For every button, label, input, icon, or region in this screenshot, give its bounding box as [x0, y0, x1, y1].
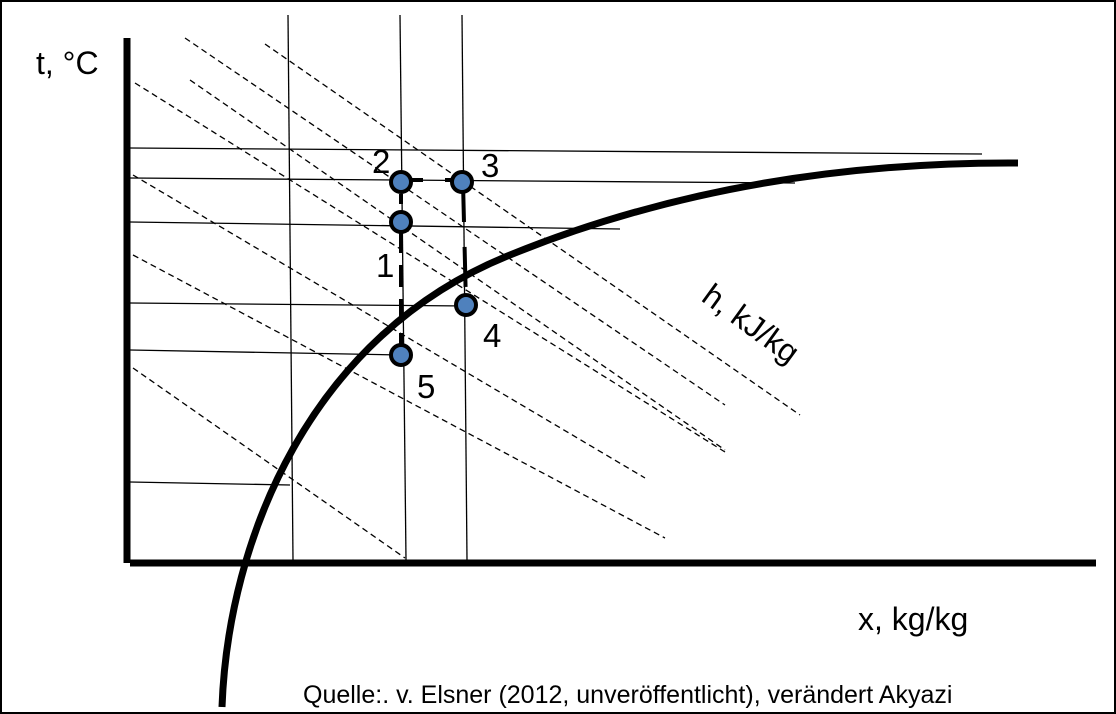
enthalpy-line	[184, 37, 726, 406]
enthalpy-line	[132, 367, 406, 559]
humidity-line	[461, 14, 468, 561]
enthalpy-line	[264, 43, 801, 416]
state-point-5	[389, 343, 413, 367]
process-segment-3-4	[461, 181, 468, 306]
point-label-3: 3	[481, 147, 499, 184]
state-points	[389, 170, 478, 367]
point-label-2: 2	[372, 143, 390, 180]
enthalpy-line	[189, 79, 726, 451]
isotherm-line	[129, 481, 291, 486]
point-label-4: 4	[483, 317, 501, 354]
isotherm-line	[129, 302, 468, 307]
enthalpy-line	[132, 174, 646, 479]
state-point-4	[454, 293, 478, 317]
enthalpy-lines	[132, 37, 801, 559]
point-label-1: 1	[376, 247, 394, 284]
isotherm-line	[129, 147, 983, 155]
isotherm-line	[129, 221, 621, 230]
temperature-lines	[129, 147, 983, 486]
enthalpy-label: h, kJ/kg	[696, 277, 806, 371]
humidity-line	[399, 14, 407, 561]
source-note: Quelle:. v. Elsner (2012, unveröffentlic…	[303, 681, 952, 709]
state-point-2	[389, 170, 413, 194]
enthalpy-line	[132, 254, 666, 539]
state-point-3	[450, 170, 474, 194]
isotherm-line	[129, 349, 403, 356]
point-label-5: 5	[417, 368, 435, 405]
state-point-1	[389, 210, 413, 234]
humidity-line	[287, 14, 294, 561]
x-axis-label: x, kg/kg	[858, 601, 968, 637]
saturation-curve	[218, 159, 1019, 708]
humidity-lines	[287, 14, 468, 561]
enthalpy-line	[134, 82, 726, 453]
y-axis-label: t, °C	[36, 45, 99, 81]
